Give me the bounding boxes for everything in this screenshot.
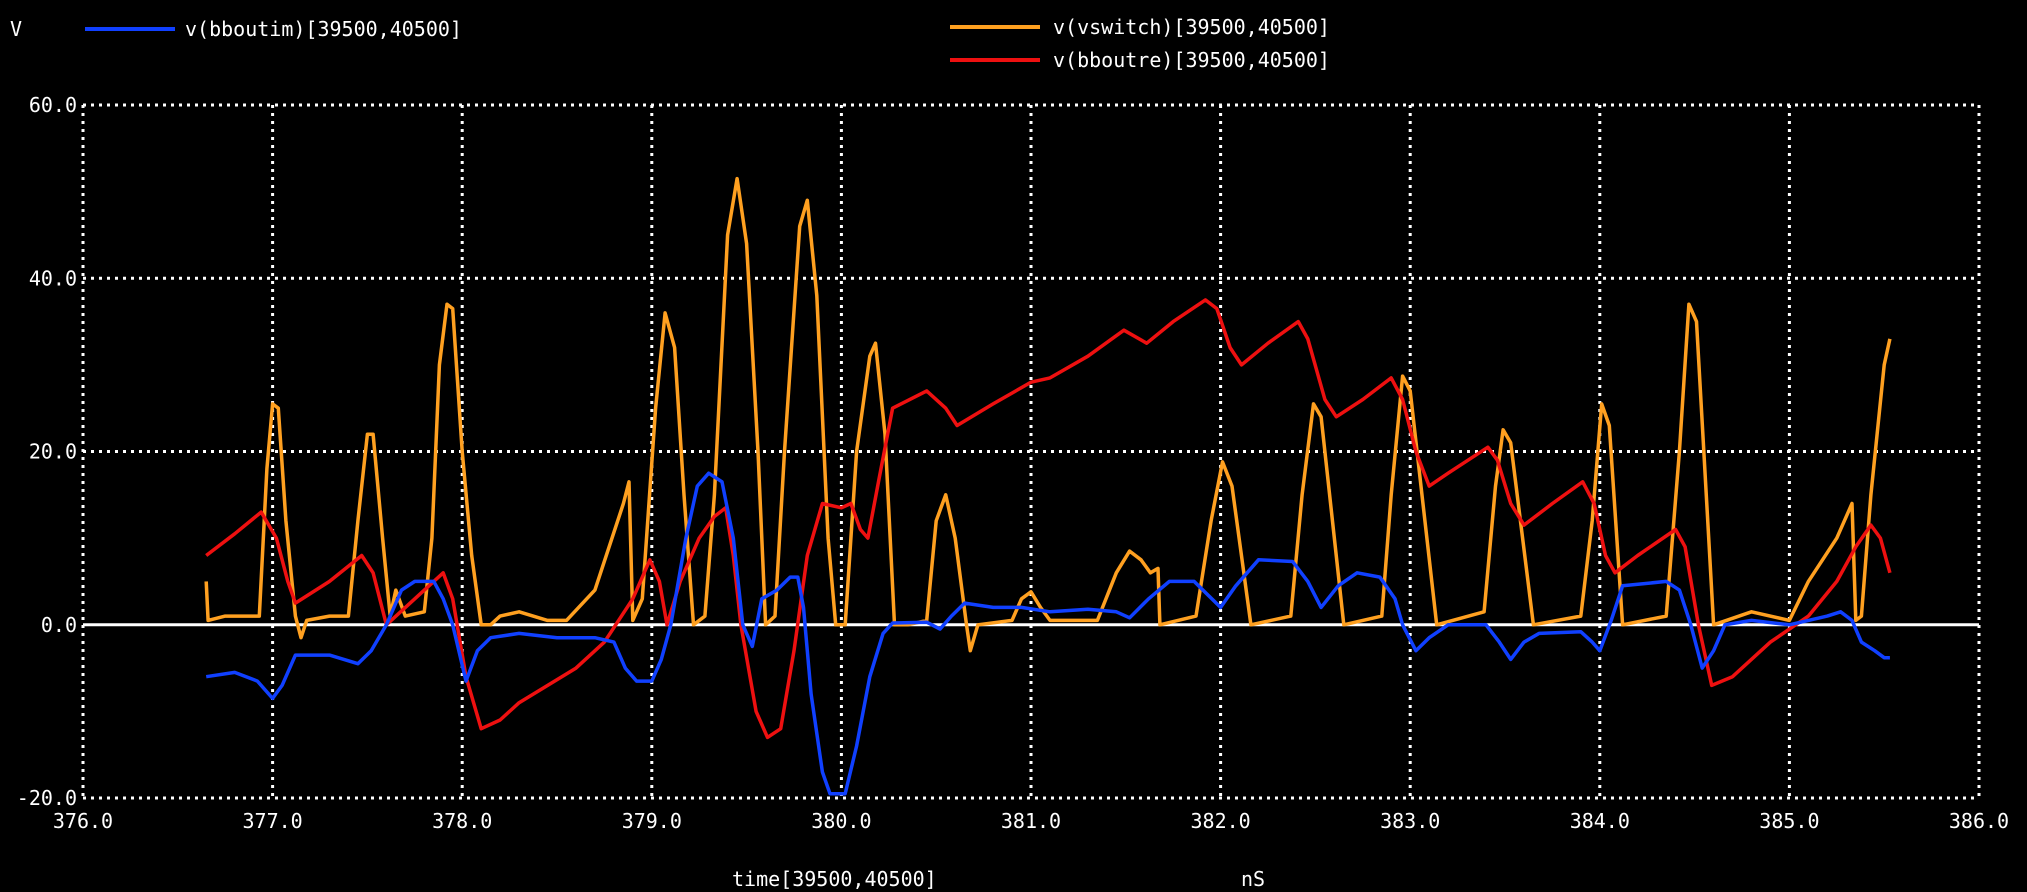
x-tick-label: 385.0 <box>1759 809 1819 833</box>
x-tick-label: 378.0 <box>432 809 492 833</box>
x-tick-label: 381.0 <box>1001 809 1061 833</box>
legend-label-vswitch: v(vswitch)[39500,40500] <box>1053 15 1330 39</box>
x-tick-label: 376.0 <box>53 809 113 833</box>
x-tick-label: 383.0 <box>1380 809 1440 833</box>
x-tick-label: 380.0 <box>811 809 871 833</box>
x-tick-label: 382.0 <box>1190 809 1250 833</box>
tick-labels: 376.0 377.0 378.0 379.0 380.0 381.0 382.0 383.0… <box>17 93 2009 833</box>
series-line-bboutim <box>205 471 1890 796</box>
legend: v(bboutim)[39500,40500] v(vswitch)[39500… <box>85 15 1330 72</box>
x-axis-unit: nS <box>1241 867 1265 891</box>
legend-label-bboutre: v(bboutre)[39500,40500] <box>1053 48 1330 72</box>
x-tick-label: 384.0 <box>1570 809 1630 833</box>
y-tick-label: -20.0 <box>17 786 77 810</box>
y-tick-label: 0.0 <box>41 613 77 637</box>
series-group <box>204 176 1892 796</box>
y-tick-label: 60.0 <box>29 93 77 117</box>
y-axis-unit-label: V <box>10 17 22 41</box>
y-tick-label: 40.0 <box>29 266 77 290</box>
x-tick-label: 386.0 <box>1949 809 2009 833</box>
legend-label-bboutim: v(bboutim)[39500,40500] <box>185 17 462 41</box>
x-tick-label: 377.0 <box>242 809 302 833</box>
x-tick-label: 379.0 <box>622 809 682 833</box>
y-tick-label: 20.0 <box>29 440 77 464</box>
x-axis-label: time[39500,40500] <box>732 867 937 891</box>
series-line-bboutre <box>205 298 1892 740</box>
